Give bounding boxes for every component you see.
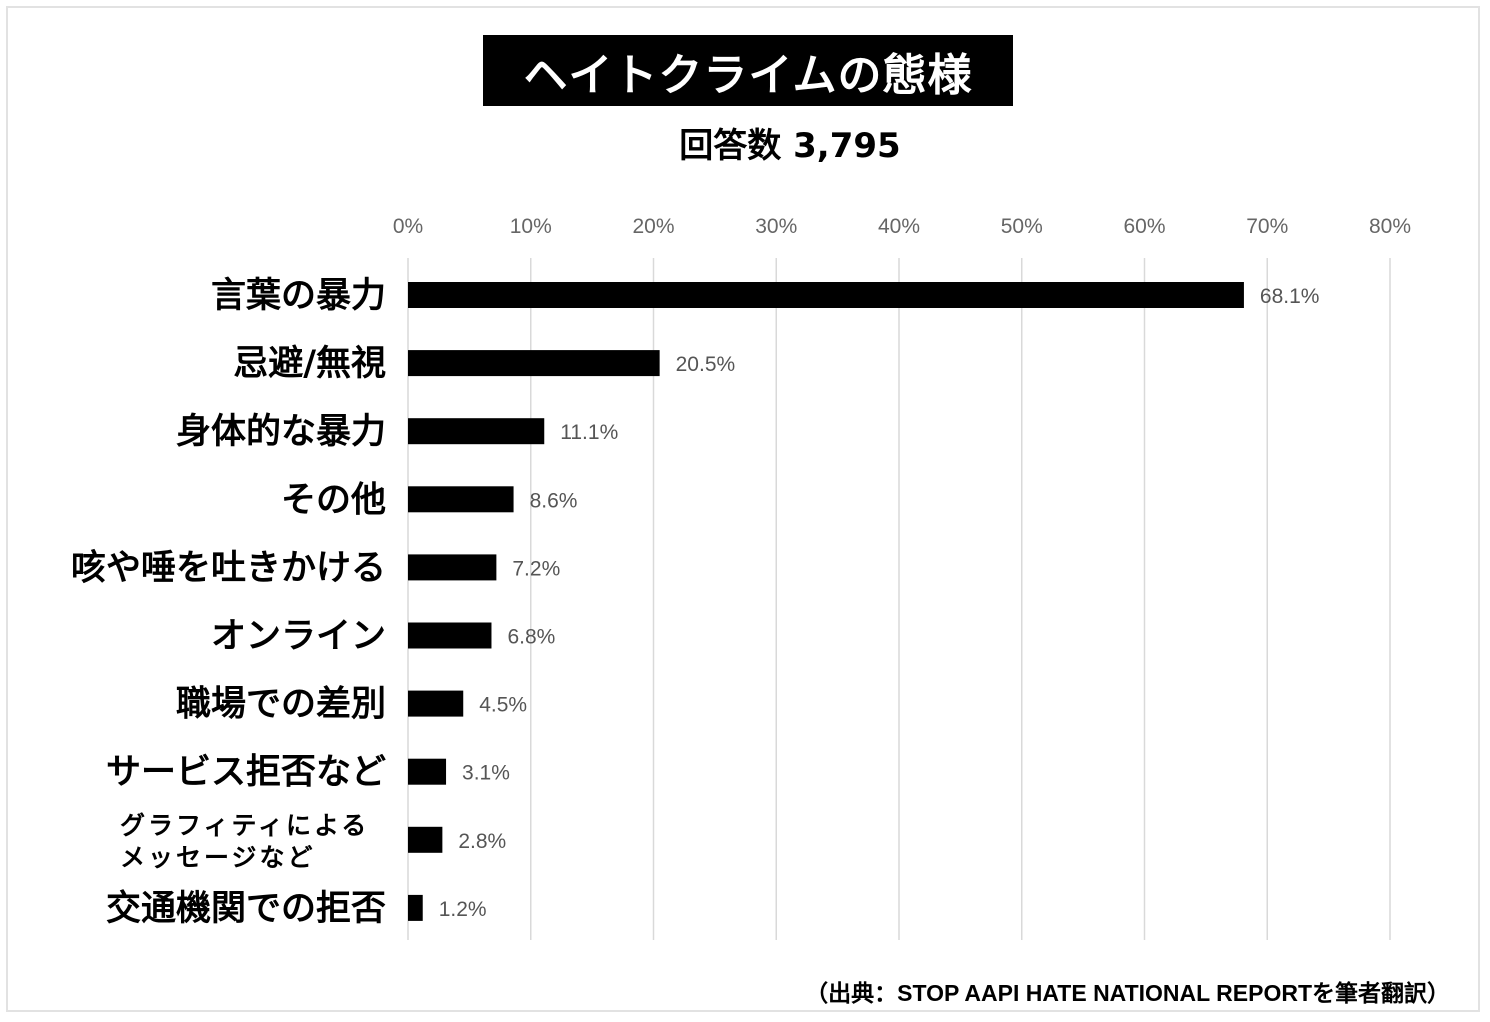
data-label: 2.8%: [458, 830, 506, 853]
data-label: 7.2%: [512, 557, 560, 580]
data-label: 3.1%: [462, 762, 510, 785]
chart-subtitle: 回答数 3,795: [679, 126, 901, 166]
bar: [408, 350, 660, 377]
data-label: 11.1%: [560, 421, 618, 444]
x-tick-label: 20%: [632, 215, 674, 238]
data-label: 8.6%: [530, 489, 578, 512]
x-tick-label: 50%: [1001, 215, 1043, 238]
category-label: サービス拒否など: [106, 753, 386, 793]
category-label: 咳や唾を吐きかける: [71, 548, 386, 588]
bar: [408, 894, 423, 921]
bar: [408, 418, 545, 445]
x-tick-label: 0%: [393, 215, 423, 238]
category-label: 交通機関での拒否: [106, 888, 386, 929]
category-label: メッセージなど: [120, 843, 316, 872]
bar: [408, 622, 492, 649]
data-label: 1.2%: [439, 898, 487, 921]
x-tick-label: 70%: [1246, 215, 1288, 238]
category-label: 言葉の暴力: [211, 276, 386, 316]
x-tick-label: 60%: [1123, 215, 1165, 238]
data-label: 4.5%: [479, 694, 527, 717]
chart-frame: [6, 6, 1480, 1012]
data-label: 20.5%: [676, 353, 736, 376]
chart-title: ヘイトクライムの態様: [483, 35, 1013, 106]
category-label: その他: [281, 480, 386, 520]
category-label: オンライン: [211, 617, 386, 657]
bar: [408, 282, 1244, 308]
bar: [408, 690, 464, 717]
bar: [408, 758, 447, 785]
x-tick-label: 30%: [755, 215, 797, 238]
source-note: （出典：STOP AAPI HATE NATIONAL REPORTを筆者翻訳）: [805, 980, 1450, 1006]
x-tick-label: 10%: [510, 215, 552, 238]
data-label: 6.8%: [507, 626, 555, 649]
category-label: 職場での差別: [176, 685, 386, 725]
bar: [408, 554, 497, 581]
bar: [408, 826, 443, 853]
bar: [408, 486, 514, 513]
category-label: 身体的な暴力: [176, 412, 386, 452]
x-tick-label: 80%: [1369, 215, 1411, 238]
data-label: 68.1%: [1260, 285, 1320, 308]
category-label: 忌避/無視: [233, 344, 386, 384]
x-tick-label: 40%: [878, 215, 920, 238]
category-label: グラフィティによる: [120, 811, 369, 840]
